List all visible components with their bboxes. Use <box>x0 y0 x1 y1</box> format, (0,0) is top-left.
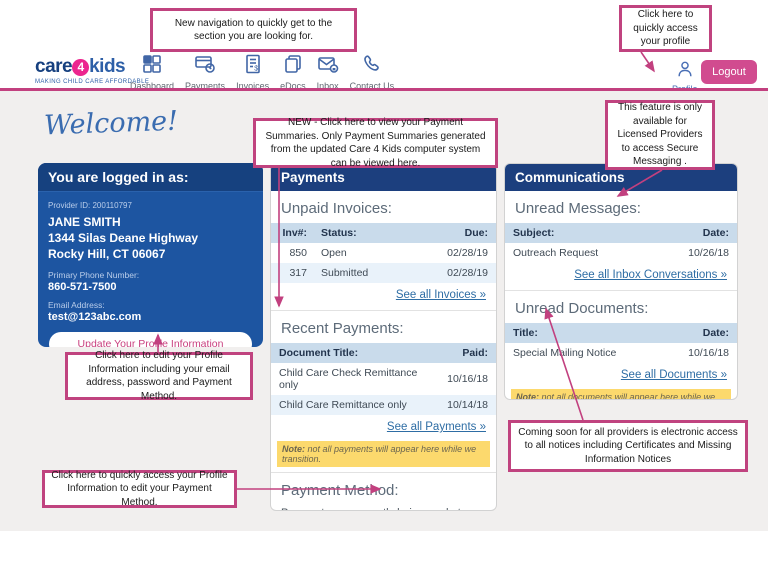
payments-panel: Payments Unpaid Invoices: Inv#: Status: … <box>270 163 497 511</box>
table-row: 850 Open 02/28/19 <box>289 247 488 259</box>
annotation-new-navigation: New navigation to quickly get to the sec… <box>150 8 357 52</box>
unpaid-invoices-header-row: Inv#: Status: Due: <box>271 223 496 243</box>
email-value: test@123abc.com <box>48 310 142 323</box>
provider-name: JANE SMITH <box>48 215 121 229</box>
annotation-secure-messaging: This feature is only available for Licen… <box>605 100 715 170</box>
unpaid-invoices-heading: Unpaid Invoices: <box>281 200 392 217</box>
annotation-payment-summaries: NEW - Click here to view your Payment Su… <box>253 117 498 169</box>
nav-label: Invoices <box>236 81 270 91</box>
nav-item-edocs[interactable]: eDocs <box>280 54 306 91</box>
nav-label: Inbox <box>316 81 339 91</box>
nav-item-contact-us[interactable]: Contact Us <box>349 54 395 91</box>
update-profile-button[interactable]: Update Your Profile Information <box>49 331 252 347</box>
table-row: Child Care Remittance only 10/14/18 <box>271 395 496 415</box>
see-all-payments-link[interactable]: See all Payments » <box>386 421 486 433</box>
logged-in-panel-title: You are logged in as: <box>38 163 263 192</box>
phone-icon <box>361 54 383 79</box>
logged-in-panel: You are logged in as: Provider ID: 20011… <box>38 163 263 347</box>
unread-messages-heading: Unread Messages: <box>515 200 641 217</box>
payment-method-heading: Payment Method: <box>281 482 399 499</box>
logout-button[interactable]: Logout <box>701 60 757 84</box>
phone-value: 860-571-7500 <box>48 280 117 293</box>
nav-item-dashboard[interactable]: Dashboard <box>130 54 174 91</box>
table-row: Child Care Check Remittance only 10/16/1… <box>279 367 488 391</box>
payments-panel-title: Payments <box>271 164 496 191</box>
unread-messages-header-row: Subject: Date: <box>505 223 737 243</box>
annotation-edit-profile: Click here to edit your Profile Informat… <box>65 350 253 402</box>
nav-label: Dashboard <box>130 81 175 91</box>
unread-documents-heading: Unread Documents: <box>515 300 649 317</box>
svg-text:$: $ <box>254 66 258 73</box>
recent-payments-header-row: Document Title: Paid: <box>271 343 496 363</box>
nav-item-inbox[interactable]: Inbox <box>317 54 339 91</box>
logged-in-panel-body: Provider ID: 200110797 JANE SMITH 1344 S… <box>38 192 263 347</box>
edocs-icon <box>282 54 304 79</box>
provider-id: Provider ID: 200110797 <box>48 201 132 210</box>
logo-4-badge: 4 <box>72 59 90 76</box>
logo-tagline: MAKING CHILD CARE AFFORDABLE <box>35 79 150 85</box>
nav-item-invoices[interactable]: $ Invoices <box>236 54 269 91</box>
annotation-access-profile: Click here to quickly access your profil… <box>619 5 712 52</box>
provider-address-line2: Rocky Hill, CT 06067 <box>48 247 166 262</box>
email-label: Email Address: <box>48 299 105 310</box>
nav-label: Payments <box>185 81 226 91</box>
profile-icon <box>676 60 694 83</box>
logo-text: care 4 kids <box>35 56 126 77</box>
nav-label: Contact Us <box>349 81 395 91</box>
main-nav: Dashboard Payments $ Invoices eDocs Inbo… <box>130 54 394 91</box>
care4kids-logo[interactable]: care 4 kids MAKING CHILD CARE AFFORDABLE <box>35 56 150 85</box>
payments-icon <box>194 54 216 79</box>
section-divider <box>505 290 737 291</box>
see-all-invoices-link[interactable]: See all Invoices » <box>395 289 486 301</box>
recent-payments-heading: Recent Payments: <box>281 320 404 337</box>
see-all-documents-link[interactable]: See all Documents » <box>620 369 727 381</box>
nav-item-payments[interactable]: Payments <box>185 54 225 91</box>
communications-panel: Communications Unread Messages: Subject:… <box>504 163 738 400</box>
header-divider <box>0 88 768 91</box>
table-row: Outreach Request 10/26/18 <box>513 247 729 259</box>
unread-documents-header-row: Title: Date: <box>505 323 737 343</box>
annotation-coming-soon: Coming soon for all providers is electro… <box>508 420 748 472</box>
provider-address-line1: 1344 Silas Deane Highway <box>48 231 199 246</box>
annotation-edit-payment-method: Click here to quickly access your Profil… <box>42 470 237 508</box>
dashboard-icon <box>141 54 163 79</box>
phone-label: Primary Phone Number: <box>48 269 140 280</box>
section-divider <box>271 472 496 473</box>
invoices-icon: $ <box>242 54 264 79</box>
payment-method-text: Payments are currently being made to you… <box>271 505 496 510</box>
table-row: Special Mailing Notice 10/16/18 <box>513 347 729 359</box>
provider-name-address: JANE SMITH 1344 Silas Deane Highway Rock… <box>48 214 253 263</box>
section-divider <box>271 310 496 311</box>
table-row: 317 Submitted 02/28/19 <box>271 263 496 283</box>
inbox-icon <box>317 54 339 79</box>
welcome-heading: Welcome! <box>43 105 179 142</box>
nav-label: eDocs <box>280 81 306 91</box>
payments-transition-note: Note: not all payments will appear here … <box>277 441 490 467</box>
documents-transition-note: Note: not all documents will appear here… <box>511 389 731 399</box>
see-all-inbox-conversations-link[interactable]: See all Inbox Conversations » <box>574 269 727 281</box>
